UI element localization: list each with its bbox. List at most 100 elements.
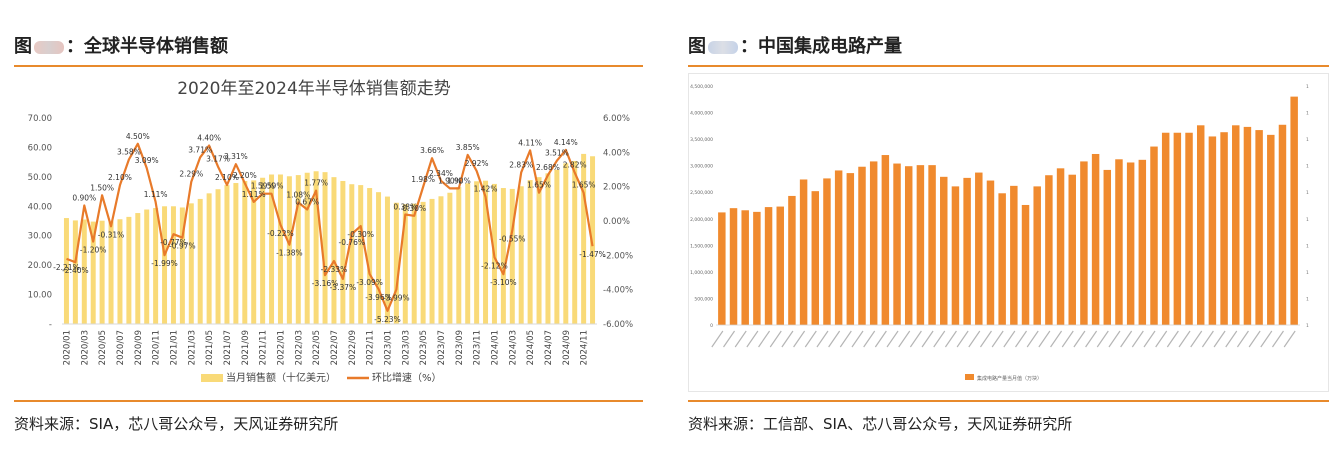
- ic-output-bar: [846, 173, 855, 325]
- x-tick-label: 2020/03: [80, 330, 90, 365]
- x-tick-label: 2022/09: [348, 330, 358, 365]
- ic-output-bar: [893, 163, 901, 325]
- sales-bar: [117, 219, 123, 324]
- sales-bar: [144, 209, 150, 324]
- ic-output-bar: [928, 165, 936, 325]
- y-right-tick-label: 2.00%: [603, 183, 630, 193]
- growth-data-label: 1.59%: [260, 182, 284, 191]
- growth-data-label: 3.85%: [456, 143, 480, 152]
- x-tick-label: [921, 330, 934, 348]
- growth-data-label: 1.11%: [242, 190, 266, 199]
- x-tick-label: [1225, 330, 1238, 348]
- ic-output-bar: [776, 206, 784, 325]
- x-tick-label: [1003, 330, 1016, 348]
- x-tick-label: [723, 330, 736, 348]
- growth-data-label: 3.58%: [117, 148, 141, 157]
- x-tick-label: 2020/07: [116, 330, 126, 365]
- growth-data-label: 2.10%: [215, 173, 239, 182]
- sales-bar: [509, 188, 515, 324]
- ic-output-bar: [1243, 126, 1252, 325]
- x-tick-label: [1178, 330, 1191, 348]
- sales-bar: [500, 188, 506, 324]
- x-tick-label: [851, 330, 864, 348]
- x-tick-label: [968, 330, 981, 348]
- legend-line-label: 环比增速（%）: [372, 371, 442, 384]
- sales-bar: [349, 184, 355, 324]
- growth-data-label: -3.96%: [365, 293, 392, 302]
- sales-bar: [277, 174, 283, 324]
- ic-output-bar: [788, 195, 796, 325]
- figure-caption: ：中国集成电路产量: [740, 36, 902, 57]
- x-tick-label: [1190, 330, 1203, 348]
- x-tick-label: [991, 330, 1004, 348]
- sales-bar: [340, 180, 346, 324]
- sales-bar: [474, 181, 480, 324]
- growth-data-label: 2.92%: [465, 159, 489, 168]
- x-tick-label: 2020/01: [62, 330, 72, 365]
- y-right-tick-label: 1: [1306, 296, 1309, 302]
- growth-data-label: -2.12%: [481, 261, 508, 270]
- y-tick-label: 0: [710, 323, 713, 329]
- sales-bar: [81, 219, 87, 324]
- x-tick-label: 2023/11: [473, 330, 483, 365]
- figure-title: 图 ：中国集成电路产量: [688, 32, 902, 58]
- growth-data-label: -1.99%: [151, 259, 178, 268]
- sales-bar: [179, 207, 185, 324]
- y-right-tick-label: 1: [1306, 190, 1309, 196]
- ic-output-bar: [1161, 132, 1170, 325]
- x-tick-label: [793, 330, 806, 348]
- ic-output-chart: 0 500,000 1,000,000 1,500,000 2,000,000 2,500…: [688, 73, 1329, 392]
- x-tick-label: [1120, 330, 1133, 348]
- growth-data-label: -0.76%: [339, 238, 366, 247]
- ic-output-bar: [1208, 136, 1217, 325]
- x-tick-label: [956, 330, 969, 348]
- redacted-figure-number: [34, 40, 64, 54]
- ic-output-bar: [1091, 153, 1100, 325]
- x-tick-label: 2023/09: [455, 330, 465, 365]
- sales-bar: [63, 218, 69, 324]
- x-tick-label: [1073, 330, 1086, 348]
- y-left-tick-label: 40.00: [28, 202, 52, 212]
- x-tick-label: [746, 330, 759, 348]
- sales-bar: [554, 169, 560, 324]
- x-tick-label: [1271, 330, 1284, 348]
- y-tick-label: 4,500,000: [690, 84, 713, 90]
- x-tick-label: [1131, 330, 1144, 348]
- x-tick-label: [1096, 330, 1109, 348]
- y-left-tick-label: 60.00: [28, 143, 52, 153]
- x-tick-label: 2023/07: [437, 330, 447, 365]
- x-tick-label: [863, 330, 876, 348]
- ic-output-bar: [998, 193, 1006, 325]
- x-tick-label: 2024/09: [562, 330, 572, 365]
- ic-output-bar: [1010, 185, 1018, 325]
- sales-bar: [429, 198, 435, 324]
- x-tick-label: [816, 330, 829, 348]
- x-tick-label: [1026, 330, 1039, 348]
- y-right-tick-label: 1: [1306, 243, 1309, 249]
- ic-output-bar: [1196, 125, 1205, 326]
- ic-output-bar: [1138, 159, 1147, 325]
- top-rule: [688, 65, 1329, 67]
- x-tick-label: [944, 330, 957, 348]
- growth-data-label: -2.33%: [321, 265, 348, 274]
- sales-bar: [393, 202, 399, 324]
- ic-output-bar: [1255, 130, 1263, 325]
- y-right-tick-label: 1: [1306, 270, 1309, 276]
- sales-bar: [384, 196, 390, 324]
- growth-data-label: 1.08%: [286, 190, 310, 199]
- x-tick-label: [1061, 330, 1074, 348]
- ic-output-bar: [1220, 132, 1228, 325]
- legend-swatch: [965, 374, 974, 380]
- sales-bar: [536, 177, 542, 324]
- x-tick-label: [1248, 330, 1261, 348]
- ic-output-bar: [718, 212, 726, 325]
- chart-title: 2020年至2024年半导体销售额走势: [177, 79, 451, 99]
- ic-output-bar: [834, 170, 843, 325]
- x-tick-label: [839, 330, 852, 348]
- source-note: 资料来源：SIA，芯八哥公众号，天风证券研究所: [14, 415, 339, 433]
- sales-bar: [402, 204, 408, 324]
- growth-data-label: 1.65%: [527, 181, 551, 190]
- x-tick-label: [1213, 330, 1226, 348]
- sales-bar: [420, 201, 426, 324]
- y-right-tick-label: 1: [1306, 137, 1309, 143]
